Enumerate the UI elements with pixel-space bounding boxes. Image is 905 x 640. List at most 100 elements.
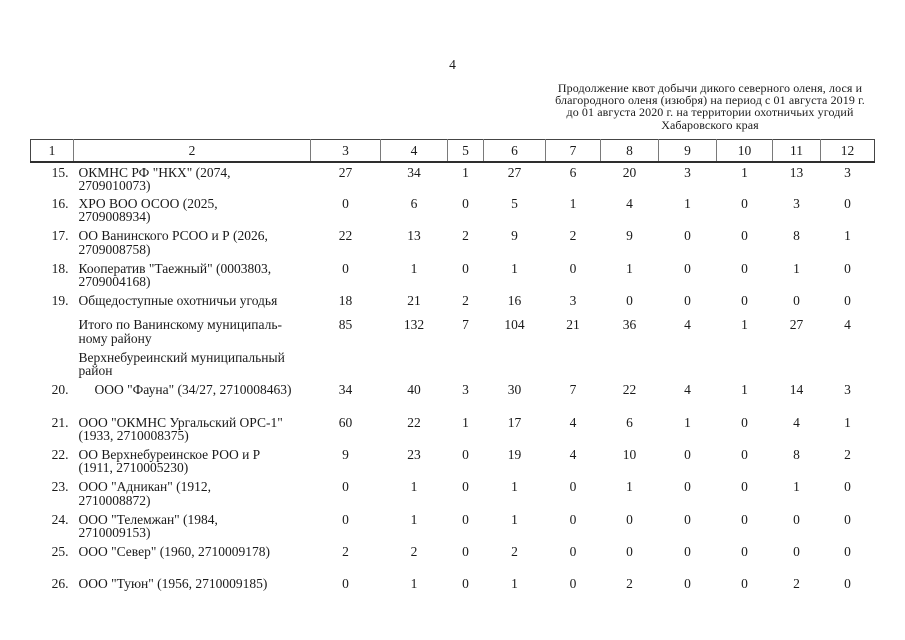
- column-number-row: 1 2 3 4 5 6 7 8 9 10 11 12: [30, 139, 875, 163]
- value-col-11: 1: [793, 260, 800, 276]
- value-col-3: [311, 348, 381, 380]
- value-col-10: 0: [741, 195, 748, 211]
- table-body: 15. ОКМНС РФ "НКХ" (2074, 2709010073) 27 34…: [31, 162, 875, 607]
- value-col-8: 0: [626, 511, 633, 527]
- value-col-3: 60: [338, 414, 353, 430]
- value-col-12: 0: [844, 576, 851, 592]
- row-number: 25.: [51, 544, 69, 560]
- value-col-9: 0: [684, 260, 691, 276]
- row-number: 15.: [51, 164, 69, 180]
- value-col-7: 1: [569, 195, 577, 211]
- row-number: 23.: [51, 479, 69, 495]
- value-col-10: 0: [741, 511, 748, 527]
- value-col-9: 4: [684, 317, 691, 333]
- value-col-12: 4: [844, 317, 851, 333]
- column-header: 7: [545, 139, 601, 163]
- value-col-6: 17: [507, 414, 522, 430]
- value-col-8: 2: [626, 576, 633, 592]
- value-col-9: 0: [684, 479, 691, 495]
- value-col-12: 1: [844, 228, 851, 244]
- org-name: ОО Верхнебуреинское РОО и Р (1911, 27100…: [78, 446, 261, 476]
- value-col-10: 0: [741, 576, 748, 592]
- value-col-4: 21: [407, 293, 421, 309]
- value-col-5: 0: [462, 195, 469, 211]
- value-col-9: 3: [684, 164, 691, 180]
- row-number: 17.: [51, 228, 69, 244]
- value-col-9: 0: [684, 228, 691, 244]
- value-col-9: 1: [684, 414, 691, 430]
- value-col-4: 132: [403, 317, 425, 333]
- column-header: 6: [483, 139, 546, 163]
- value-col-6: 19: [507, 446, 522, 462]
- value-col-11: 2: [793, 576, 800, 592]
- value-col-12: 0: [844, 479, 851, 495]
- org-name: ОО Ванинского РСОО и Р (2026, 2709008758…: [78, 228, 268, 257]
- value-col-4: [381, 348, 448, 380]
- value-col-6: 104: [504, 317, 525, 333]
- org-row: 22. ОО Верхнебуреинское РОО и Р (1911, 27…: [31, 445, 875, 477]
- value-col-8: 0: [626, 293, 633, 309]
- row-number: 22.: [51, 446, 69, 462]
- column-header: 10: [716, 139, 773, 163]
- value-col-6: 5: [511, 195, 518, 211]
- column-header: 4: [380, 139, 448, 163]
- value-col-7: 7: [569, 382, 577, 398]
- value-col-12: 3: [844, 164, 851, 180]
- org-name: ООО "Адникан" (1912, 2710008872): [78, 479, 212, 508]
- value-col-3: 0: [342, 511, 349, 527]
- org-name: ООО "ОКМНС Ургальский ОРС-1" (1933, 2710…: [78, 414, 283, 443]
- value-col-10: 0: [741, 544, 748, 560]
- value-col-10: 0: [741, 228, 748, 244]
- row-number: 19.: [51, 293, 69, 309]
- value-col-7: 0: [569, 544, 577, 560]
- value-col-10: 1: [741, 164, 748, 180]
- value-col-11: 3: [793, 195, 800, 211]
- org-name: ООО "Фауна" (34/27, 2710008463): [94, 382, 292, 398]
- value-col-3: 9: [342, 446, 349, 462]
- value-col-10: 0: [741, 414, 748, 430]
- row-number: 20.: [51, 382, 69, 398]
- org-name: ОКМНС РФ "НКХ" (2074, 2709010073): [78, 164, 231, 193]
- value-col-10: 0: [741, 479, 748, 495]
- value-col-11: 0: [793, 511, 800, 527]
- value-col-12: 0: [844, 293, 851, 309]
- org-name: Итого по Ванинскому муниципаль- ному рай…: [78, 317, 283, 346]
- row-number: [31, 348, 74, 380]
- org-name: ООО "Телемжан" (1984, 2710009153): [78, 511, 218, 541]
- value-col-7: 0: [569, 260, 577, 276]
- org-name: ООО "Север" (1960, 2710009178): [78, 544, 270, 560]
- value-col-6: 27: [507, 164, 522, 180]
- column-header: 3: [310, 139, 381, 163]
- value-col-11: 0: [793, 293, 800, 309]
- value-col-10: 0: [741, 446, 748, 462]
- value-col-10: 0: [741, 260, 748, 276]
- column-header: 2: [73, 139, 311, 163]
- value-col-8: 22: [622, 382, 637, 398]
- value-col-11: 13: [789, 164, 804, 180]
- value-col-5: 1: [462, 164, 469, 180]
- value-col-7: 3: [569, 293, 577, 309]
- value-col-11: 4: [793, 414, 800, 430]
- value-col-5: 2: [462, 293, 469, 309]
- value-col-12: [821, 348, 875, 380]
- value-col-4: 34: [407, 164, 421, 180]
- value-col-8: 36: [622, 317, 637, 333]
- total-row: Итого по Ванинскому муниципаль- ному рай…: [31, 316, 875, 348]
- value-col-8: 10: [622, 446, 637, 462]
- value-col-7: 0: [569, 511, 577, 527]
- value-col-4: 22: [407, 414, 421, 430]
- value-col-3: 2: [342, 544, 349, 560]
- value-col-5: 0: [462, 479, 469, 495]
- value-col-9: 0: [684, 576, 691, 592]
- value-col-12: 0: [844, 511, 851, 527]
- value-col-12: 0: [844, 544, 851, 560]
- value-col-5: 0: [462, 446, 469, 462]
- value-col-11: 27: [789, 317, 804, 333]
- value-col-6: 9: [511, 228, 518, 244]
- row-number: 18.: [51, 260, 69, 276]
- value-col-3: 0: [342, 260, 349, 276]
- value-col-10: 1: [741, 382, 748, 398]
- value-col-6: 1: [511, 576, 518, 592]
- value-col-12: 1: [844, 414, 851, 430]
